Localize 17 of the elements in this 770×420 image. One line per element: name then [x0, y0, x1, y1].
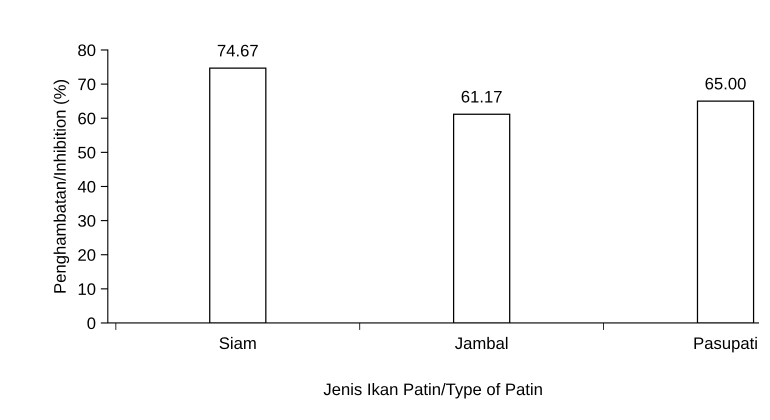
- y-axis-title: Penghambatan/Inhibition (%): [54, 80, 70, 293]
- data-label: 61.17: [462, 90, 502, 103]
- data-label: 74.67: [218, 44, 258, 57]
- data-label: 65.00: [706, 78, 746, 90]
- y-tick-label: 30: [78, 215, 96, 227]
- x-axis-title: Jenis Ikan Patin/Type of Patin: [324, 382, 542, 398]
- x-tick-label: Jambal: [455, 336, 508, 350]
- y-tick-label: 0: [87, 317, 96, 330]
- y-tick-label: 60: [78, 112, 96, 124]
- y-tick-label: 80: [78, 44, 96, 56]
- y-tick-label: 50: [78, 146, 96, 159]
- y-tick-label: 40: [78, 180, 96, 193]
- y-tick-label: 70: [78, 78, 96, 90]
- x-tick-label: Pasupati: [694, 336, 757, 352]
- y-tick-label: 10: [78, 283, 96, 296]
- y-tick-label: 20: [78, 249, 96, 261]
- x-tick-label: Siam: [220, 336, 256, 350]
